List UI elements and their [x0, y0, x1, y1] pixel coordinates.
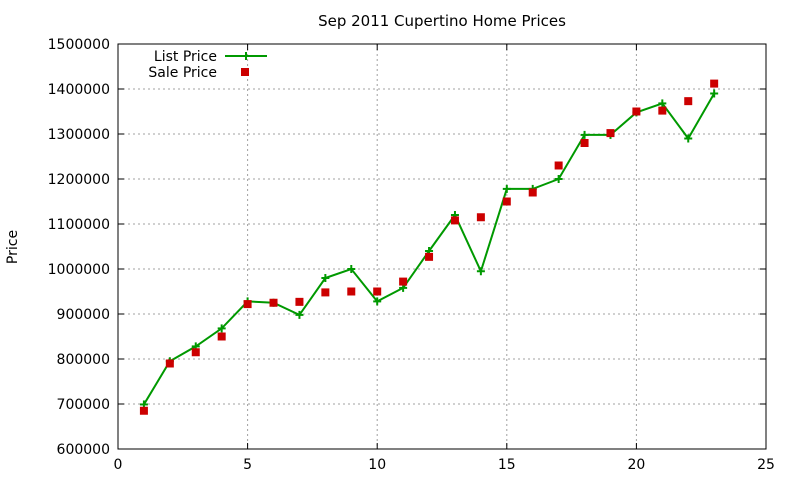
- series-layer: [139, 79, 719, 415]
- y-tick-labels: 600000 700000 800000 900000 1000000 1100000 12…: [48, 37, 110, 458]
- list-price-point: [554, 175, 563, 183]
- sale-price-point: [632, 107, 641, 116]
- sale-price-point: [502, 197, 511, 206]
- y-tick-label: 800000: [57, 352, 110, 368]
- list-price-point: [321, 274, 330, 282]
- sale-price-point: [191, 348, 200, 357]
- legend-cross-shape: [242, 52, 250, 60]
- plot-frame: [117, 43, 767, 450]
- list-price-point: [295, 310, 304, 319]
- sale-price-point: [295, 297, 304, 306]
- x-tick-label: 15: [498, 457, 516, 473]
- sale-price-point: [580, 139, 589, 147]
- grid: [118, 44, 766, 449]
- list-price-point: [347, 265, 356, 273]
- x-tick-label: 10: [368, 457, 386, 473]
- sale-price-point: [425, 252, 434, 261]
- y-tick-label: 1200000: [48, 172, 110, 188]
- chart-title: Sep 2011 Cupertino Home Prices: [318, 12, 566, 30]
- sale-price-point: [658, 106, 667, 115]
- sale-price-point: [217, 332, 226, 341]
- list-price-point: [217, 324, 226, 333]
- legend-label-list-price: List Price: [154, 49, 217, 65]
- y-tick-label: 1500000: [48, 37, 110, 53]
- sale-price-point: [165, 359, 174, 368]
- sale-price-point: [554, 161, 563, 170]
- list-price-point: [373, 297, 382, 306]
- sale-price-point: [373, 287, 382, 296]
- sale-price-point: [139, 406, 148, 415]
- y-tick-label: 700000: [57, 397, 110, 413]
- legend-label-sale-price: Sale Price: [148, 65, 217, 81]
- list-price-point: [684, 134, 693, 143]
- list-price-point: [710, 89, 719, 98]
- sale-price-point: [269, 298, 278, 307]
- x-tick-label: 5: [243, 457, 252, 473]
- legend-marker-list-price: [242, 52, 250, 60]
- list-price-point: [580, 130, 589, 139]
- y-tick-label: 1300000: [48, 127, 110, 143]
- x-tick-label: 0: [114, 457, 123, 473]
- list-price-point: [476, 267, 485, 276]
- x-tick-label: 25: [757, 457, 775, 473]
- legend: List Price Sale Price: [148, 49, 267, 81]
- sale-price-point: [710, 79, 719, 88]
- list-price-point: [502, 184, 511, 193]
- sale-price-point: [347, 287, 356, 296]
- sale-price-point: [321, 288, 330, 297]
- sale-price-point: [399, 277, 408, 286]
- y-tick-label: 900000: [57, 307, 110, 323]
- x-tick-labels: 0 5 10 15 20 25: [114, 457, 775, 473]
- y-axis-label: Price: [5, 230, 21, 264]
- legend-marker-sale-price: [241, 68, 249, 76]
- sale-price-point: [606, 129, 615, 138]
- y-tick-label: 1400000: [48, 82, 110, 98]
- x-tick-label: 20: [627, 457, 645, 473]
- sale-price-point: [528, 188, 537, 197]
- sale-price-point: [684, 97, 693, 106]
- y-tick-label: 1100000: [48, 217, 110, 233]
- sale-price-point: [243, 300, 252, 309]
- tick-marks: [117, 43, 767, 450]
- sale-price-point: [476, 213, 485, 222]
- y-tick-label: 600000: [57, 442, 110, 458]
- sale-price-point: [450, 216, 459, 225]
- list-price-point: [658, 99, 667, 108]
- y-tick-label: 1000000: [48, 262, 110, 278]
